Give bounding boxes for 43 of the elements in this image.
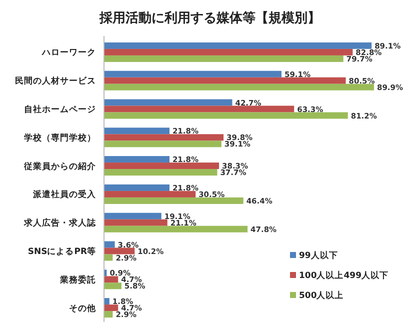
bar [104, 282, 122, 290]
y-tick-label: 従業員からの紹介 [23, 160, 97, 172]
bar [104, 112, 348, 119]
bar [104, 304, 118, 312]
bar [104, 84, 374, 90]
bar [104, 42, 372, 49]
y-tick-label: 学校（専門学校） [24, 132, 96, 144]
bar [104, 106, 294, 112]
legend-label: 100人以上499人以下 [299, 270, 388, 281]
bar [104, 134, 224, 141]
y-tick-label: ハローワーク [41, 48, 96, 58]
bar [104, 156, 170, 163]
bar [104, 311, 113, 318]
bar [104, 197, 244, 204]
bar [104, 226, 248, 232]
bar [104, 140, 222, 148]
bar [104, 162, 220, 170]
bar [104, 219, 168, 226]
legend-label: 99人以下 [299, 250, 338, 261]
y-tick-label: 業務委託 [59, 274, 96, 286]
bar [104, 70, 282, 78]
bar [104, 248, 135, 254]
bar [104, 212, 162, 220]
bar [104, 276, 118, 283]
y-tick-label: 民間の人材サービス [15, 76, 96, 87]
y-tick-label: SNSによるPR等 [28, 246, 96, 257]
bar [104, 77, 346, 84]
bar [104, 128, 170, 134]
bar [104, 190, 196, 198]
y-tick-label: 求人広告・求人誌 [23, 218, 97, 229]
bar [104, 99, 232, 106]
legend-label: 500人以上 [299, 290, 344, 301]
bar [104, 55, 344, 62]
bar [104, 241, 115, 248]
bar [104, 298, 110, 305]
y-tick-label: その他 [69, 302, 97, 314]
bar [104, 184, 170, 191]
y-tick-label: 自社ホームページ [24, 104, 96, 115]
bar [104, 169, 218, 176]
bar [104, 48, 353, 56]
bar [104, 254, 113, 261]
chart-title: 採用活動に利用する媒体等【規模別】 [98, 10, 320, 26]
y-tick-label: 派遣社員の受入 [32, 189, 97, 200]
